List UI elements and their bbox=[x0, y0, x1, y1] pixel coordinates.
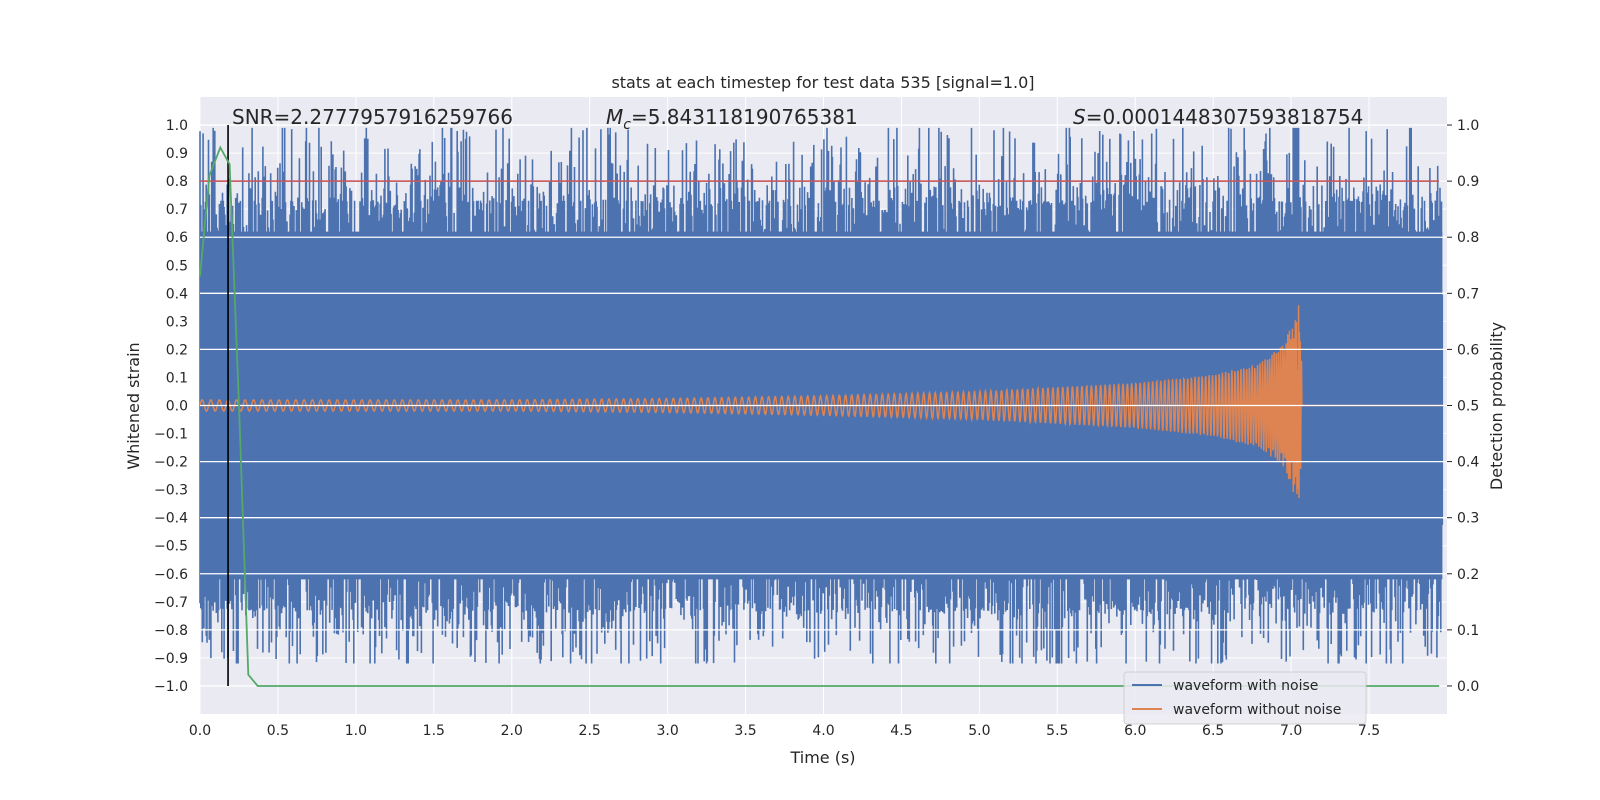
y-tick-label: 0.4 bbox=[166, 286, 188, 302]
snr-annotation: SNR=2.2777957916259766 bbox=[232, 105, 513, 129]
y-axis-label: Whitened strain bbox=[124, 342, 143, 469]
chart-title: stats at each timestep for test data 535… bbox=[611, 73, 1034, 92]
y2-tick-label: 1.0 bbox=[1457, 118, 1479, 134]
y-tick-label: 0.8 bbox=[166, 174, 188, 190]
x-tick-label: 0.5 bbox=[267, 723, 289, 739]
y-tick-label: 0.5 bbox=[166, 258, 188, 274]
y-tick-label: 1.0 bbox=[166, 118, 188, 134]
y2-tick-label: 0.7 bbox=[1457, 286, 1479, 302]
y2-tick-label: 0.1 bbox=[1457, 623, 1479, 639]
x-tick-label: 2.5 bbox=[579, 723, 601, 739]
overlay-lines bbox=[199, 125, 1440, 687]
y-tick-label: −0.7 bbox=[154, 595, 188, 611]
s-annotation: S=0.0001448307593818754 bbox=[1073, 105, 1363, 129]
y2-tick-label: 0.3 bbox=[1457, 511, 1479, 527]
y2-tick-label: 0.4 bbox=[1457, 455, 1479, 471]
x-tick-label: 5.5 bbox=[1046, 723, 1068, 739]
legend-label-noise: waveform with noise bbox=[1173, 678, 1318, 694]
y-tick-label: −0.8 bbox=[154, 623, 188, 639]
y-tick-label: −0.9 bbox=[154, 651, 188, 667]
x-tick-label: 1.0 bbox=[345, 723, 367, 739]
y-tick-label: 0.1 bbox=[166, 370, 188, 386]
x-tick-label: 1.5 bbox=[423, 723, 445, 739]
y-tick-label: 0.0 bbox=[166, 399, 188, 415]
x-tick-label: 3.0 bbox=[656, 723, 678, 739]
y2-tick-label: 0.8 bbox=[1457, 230, 1479, 246]
legend: waveform with noise waveform without noi… bbox=[1123, 671, 1367, 725]
y-tick-label: 0.6 bbox=[166, 230, 188, 246]
y-tick-label: −1.0 bbox=[154, 679, 188, 695]
chirp-mass-annotation: Mc=5.843118190765381 bbox=[606, 105, 858, 133]
y2-tick-label: 0.2 bbox=[1457, 567, 1479, 583]
x-tick-label: 5.0 bbox=[968, 723, 990, 739]
x-tick-label: 7.0 bbox=[1280, 723, 1302, 739]
y-tick-label: 0.9 bbox=[166, 146, 188, 162]
tick-labels: 0.0 0.5 1.0 1.5 2.0 2.5 3.0 3.5 4.0 4.5 5.0 5.5 6.0 6… bbox=[154, 118, 1479, 739]
y2-tick-label: 0.6 bbox=[1457, 342, 1479, 358]
x-tick-label: 7.5 bbox=[1358, 723, 1380, 739]
x-tick-label: 2.0 bbox=[501, 723, 523, 739]
x-tick-label: 4.5 bbox=[890, 723, 912, 739]
y-tick-label: 0.2 bbox=[166, 342, 188, 358]
clean-trace bbox=[199, 305, 1443, 498]
legend-box bbox=[1123, 671, 1367, 725]
detection-probability-line bbox=[199, 145, 1440, 687]
x-axis-label: Time (s) bbox=[789, 748, 855, 767]
y-tick-label: 0.3 bbox=[166, 314, 188, 330]
legend-label-clean: waveform without noise bbox=[1173, 702, 1341, 718]
y-tick-label: 0.7 bbox=[166, 202, 188, 218]
y2-tick-label: 0.0 bbox=[1457, 679, 1479, 695]
x-tick-label: 4.0 bbox=[812, 723, 834, 739]
y2-axis-label: Detection probability bbox=[1487, 322, 1506, 490]
x-tick-label: 6.0 bbox=[1124, 723, 1146, 739]
y-tick-label: −0.2 bbox=[154, 455, 188, 471]
y2-tick-label: 0.5 bbox=[1457, 399, 1479, 415]
y-tick-label: −0.1 bbox=[154, 427, 188, 443]
y-tick-label: −0.5 bbox=[154, 539, 188, 555]
y-tick-label: −0.4 bbox=[154, 511, 188, 527]
series-waveform-without-noise bbox=[199, 305, 1443, 498]
y-tick-label: −0.6 bbox=[154, 567, 188, 583]
y2-tick-label: 0.9 bbox=[1457, 174, 1479, 190]
x-tick-label: 6.5 bbox=[1202, 723, 1224, 739]
y-tick-label: −0.3 bbox=[154, 483, 188, 499]
x-tick-label: 0.0 bbox=[189, 723, 211, 739]
x-tick-label: 3.5 bbox=[734, 723, 756, 739]
